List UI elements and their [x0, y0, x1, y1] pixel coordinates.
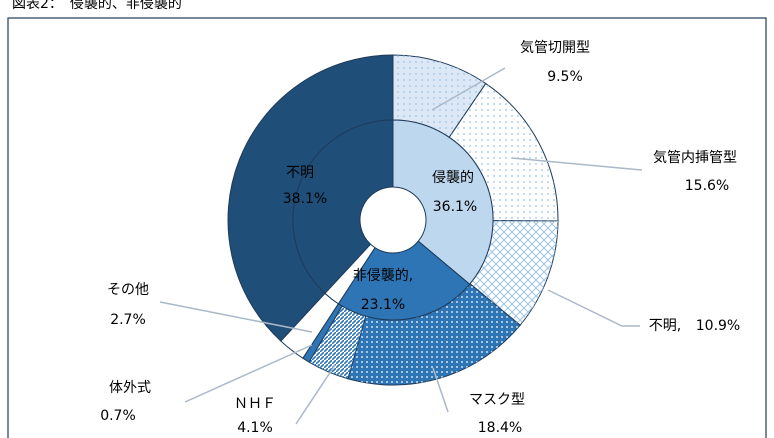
- outer-pattern: [470, 220, 558, 326]
- inner-label: 非侵襲的,: [353, 267, 413, 284]
- outer-pattern: [347, 283, 521, 385]
- outer-label: 気管内挿管型: [653, 150, 737, 166]
- leader-line: [159, 301, 313, 333]
- leader-line: [432, 367, 449, 413]
- inner-segment: [337, 240, 471, 321]
- leader-line: [547, 289, 640, 327]
- inner-label: 侵襲的: [432, 169, 474, 186]
- outer-value-label: 9.5%: [547, 69, 583, 85]
- outer-label: マスク型: [469, 392, 525, 408]
- outer-value-label: 4.1%: [237, 420, 273, 436]
- outer-pattern: [393, 55, 486, 138]
- chart-title: 図表2： 侵襲的、非侵襲的: [12, 0, 182, 12]
- outer-value-label: 10.9%: [696, 318, 740, 334]
- inner-segment: [292, 119, 394, 295]
- outer-label: 体外式: [109, 380, 151, 396]
- inner-value-label: 36.1%: [433, 199, 477, 215]
- frame: [7, 17, 767, 438]
- outer-pattern: [449, 83, 558, 222]
- outer-label: 気管切開型: [520, 40, 590, 56]
- inner-segment: [392, 119, 494, 285]
- leader-line: [431, 67, 506, 111]
- outer-value-label: 15.6%: [685, 178, 729, 194]
- leader-line: [511, 157, 643, 171]
- inner-value-label: 38.1%: [283, 191, 327, 207]
- outer-label: その他: [107, 282, 149, 298]
- outer-value-label: 0.7%: [100, 408, 136, 424]
- outer-pattern: [309, 306, 366, 379]
- inner-value-label: 23.1%: [361, 297, 405, 313]
- leader-line: [295, 364, 336, 425]
- outer-label: 不明,: [649, 318, 681, 334]
- leader-line: [184, 344, 313, 403]
- outer-value-label: 2.7%: [110, 312, 146, 328]
- outer-label: ＮＨＦ: [234, 396, 276, 412]
- inner-label: 不明: [286, 165, 314, 181]
- outer-value-label: 18.4%: [478, 420, 522, 436]
